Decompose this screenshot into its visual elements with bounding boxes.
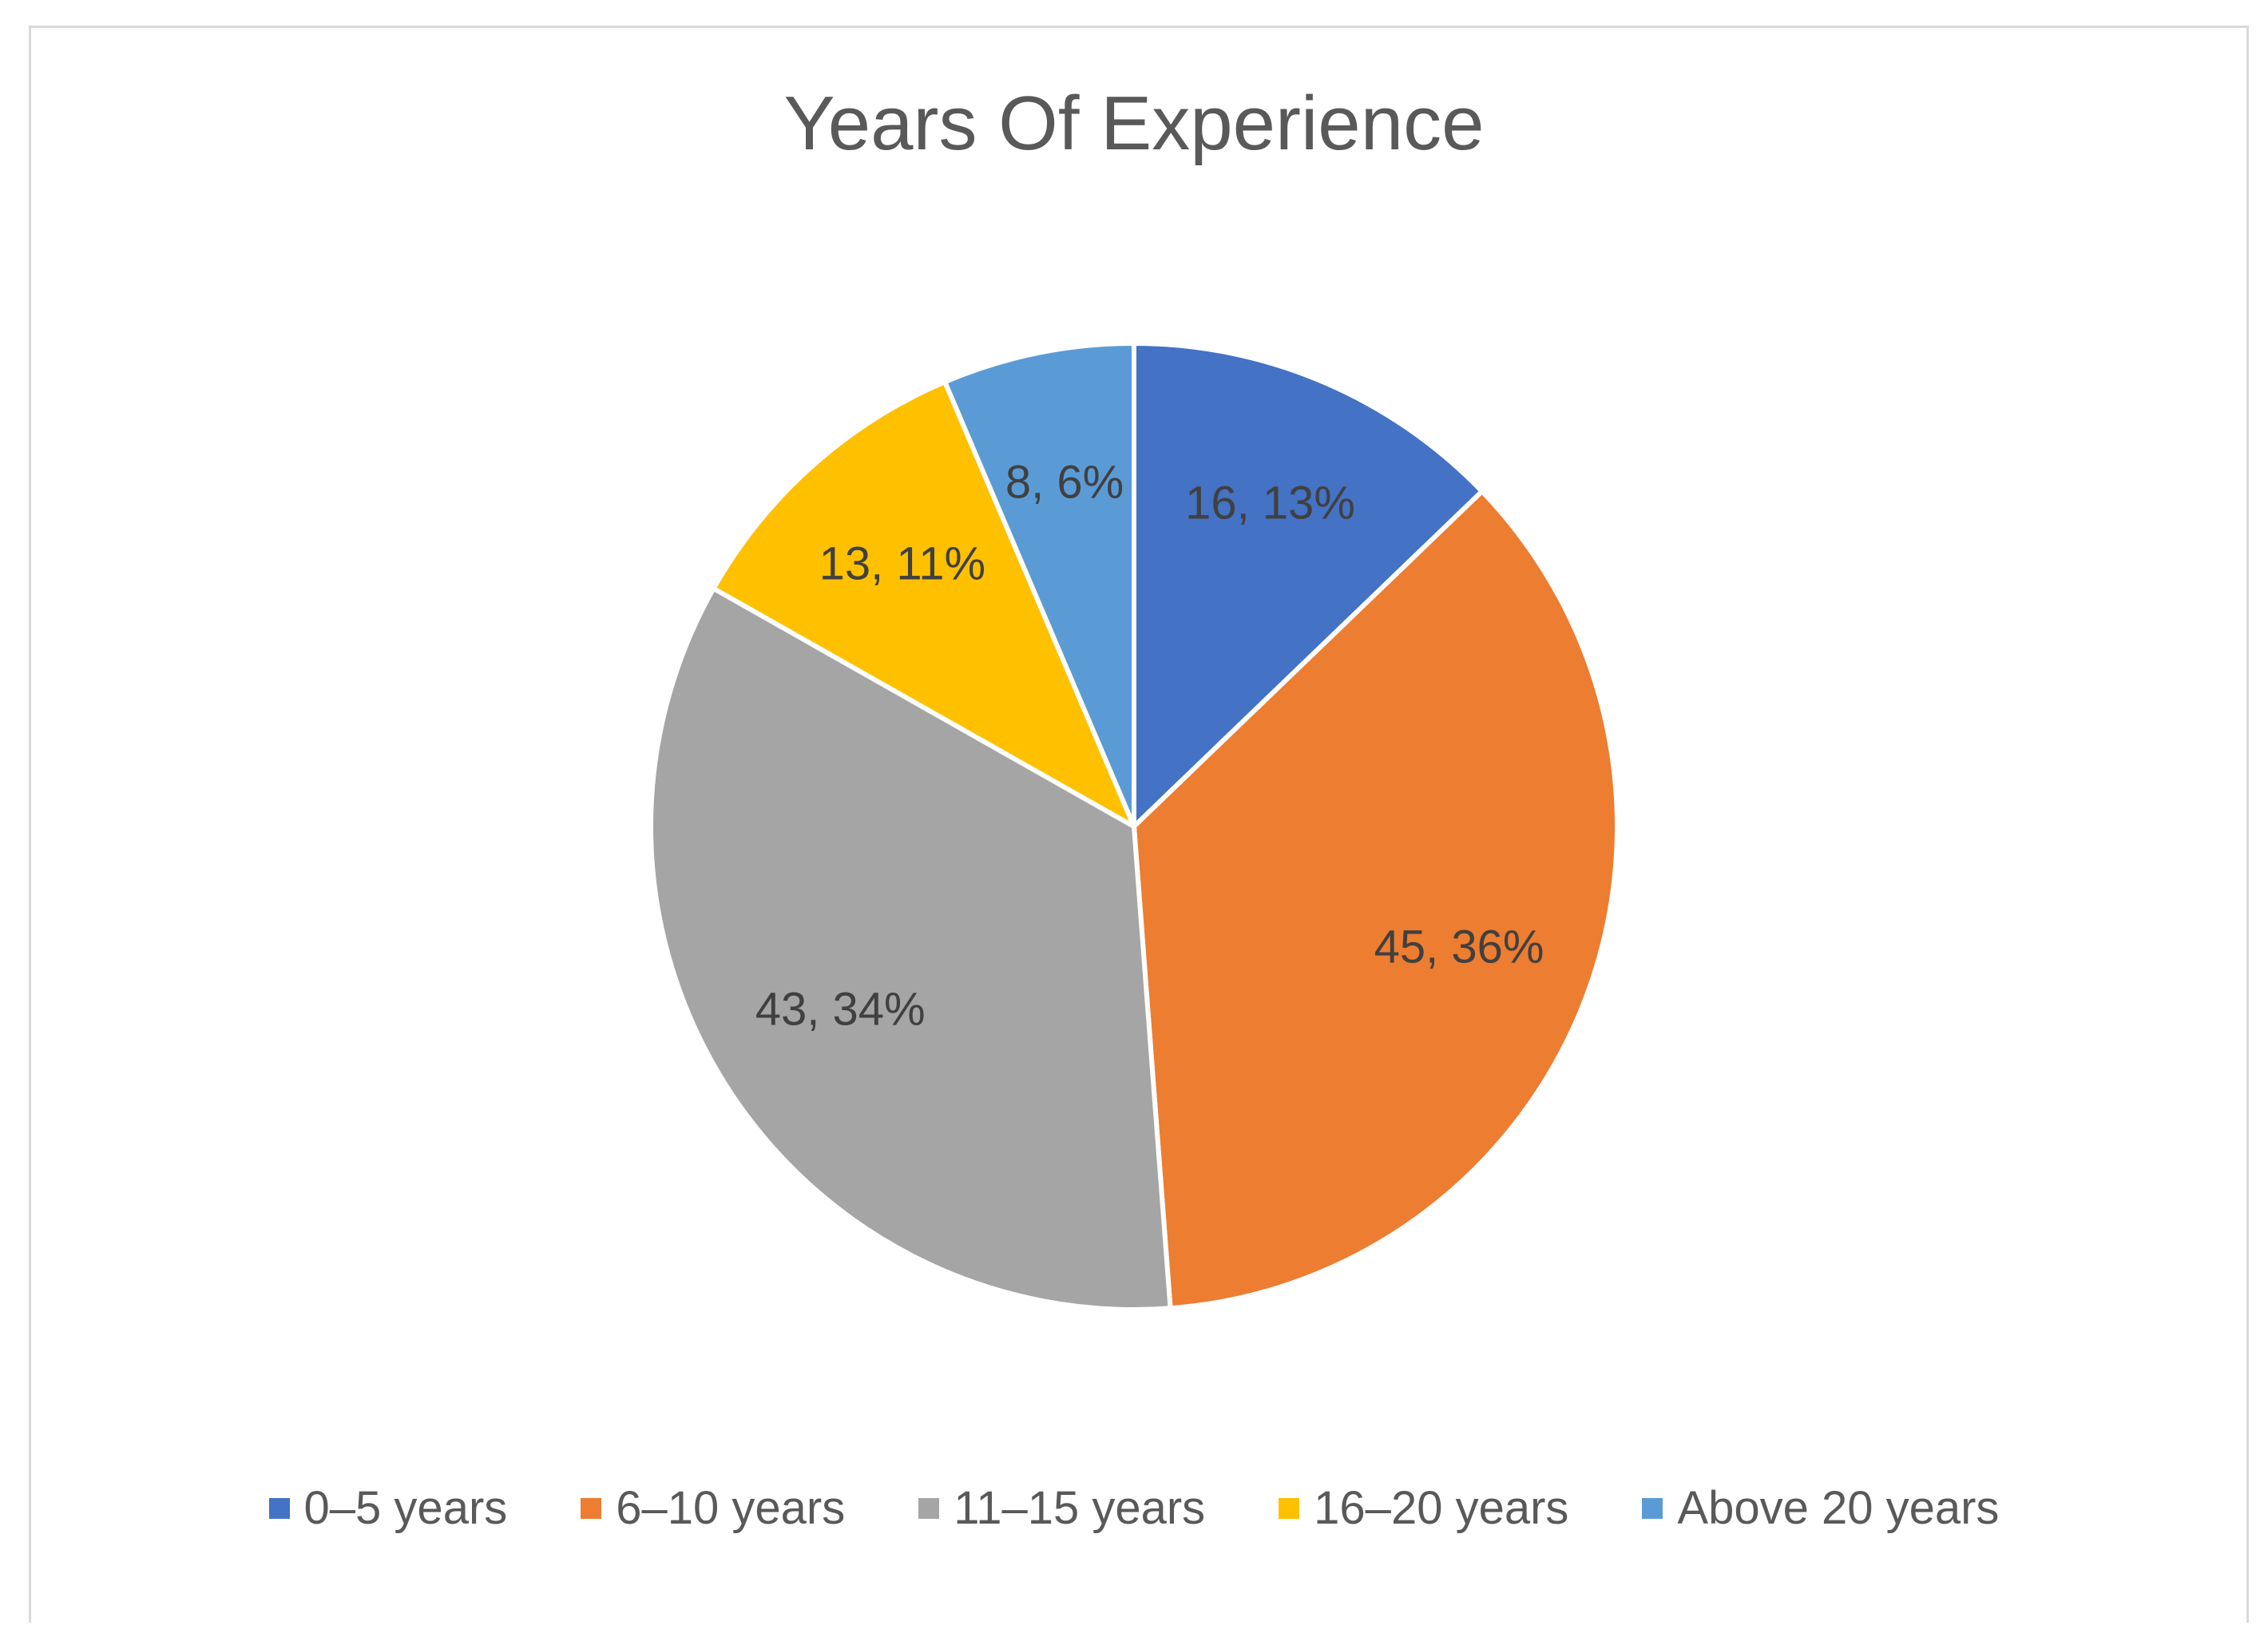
legend-swatch bbox=[268, 1497, 290, 1519]
legend-item: 16–20 years bbox=[1279, 1481, 1568, 1535]
legend-label: 16–20 years bbox=[1314, 1482, 1569, 1534]
pie-slice bbox=[711, 379, 1136, 829]
pie-slice bbox=[1132, 489, 1620, 1311]
legend: 0–5 years 6–10 years 11–15 years 16–20 y… bbox=[0, 1481, 2268, 1535]
legend-item: 6–10 years bbox=[581, 1481, 845, 1535]
legend-swatch bbox=[581, 1497, 602, 1519]
legend-swatch bbox=[1642, 1497, 1663, 1519]
legend-label: Above 20 years bbox=[1677, 1482, 2000, 1534]
data-label: 43, 34% bbox=[755, 984, 926, 1036]
data-label: 8, 6% bbox=[1005, 457, 1124, 509]
data-labels: 16, 13% 45, 36% 43, 34% 13, 11% 8, 6% bbox=[755, 457, 1544, 1036]
legend-label: 6–10 years bbox=[616, 1482, 846, 1534]
legend-item: 11–15 years bbox=[918, 1481, 1205, 1535]
legend-swatch bbox=[1279, 1497, 1300, 1519]
chart-title: Years Of Experience bbox=[783, 81, 1485, 166]
legend-item: Above 20 years bbox=[1642, 1481, 1999, 1535]
pie-slice bbox=[1132, 341, 1485, 829]
legend-swatch bbox=[918, 1497, 940, 1519]
legend-label: 11–15 years bbox=[954, 1482, 1206, 1534]
pie-slice bbox=[648, 585, 1173, 1312]
data-label: 13, 11% bbox=[819, 537, 986, 589]
pie-slice bbox=[942, 341, 1136, 829]
legend-label: 0–5 years bbox=[303, 1482, 508, 1534]
data-label: 45, 36% bbox=[1374, 922, 1544, 973]
pie-slices bbox=[648, 341, 1620, 1312]
legend-item: 0–5 years bbox=[268, 1481, 508, 1535]
data-label: 16, 13% bbox=[1185, 477, 1355, 529]
